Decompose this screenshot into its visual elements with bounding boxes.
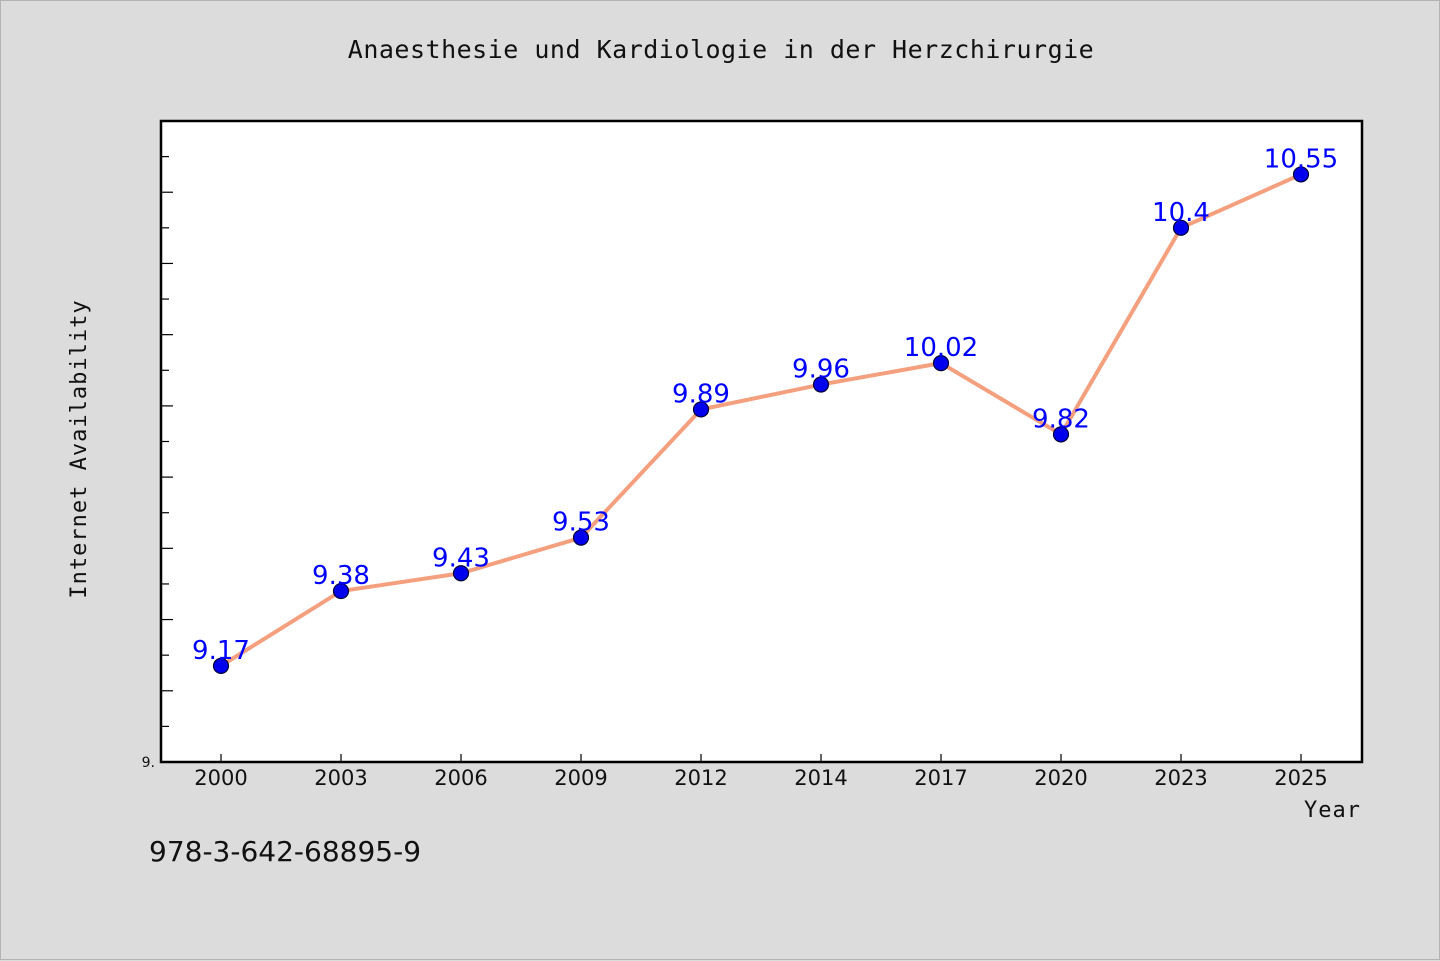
data-point (692, 401, 710, 418)
series-line (219, 172, 1303, 668)
data-point (812, 376, 830, 393)
y-axis-title: Internet Availability (67, 299, 92, 598)
data-point (1292, 166, 1310, 183)
x-tick-label: 2003 (314, 766, 367, 790)
data-label: 9.53 (552, 508, 610, 538)
data-label: 9.89 (672, 379, 730, 409)
data-point (1172, 219, 1190, 236)
data-point (212, 657, 230, 674)
series-layer: 9.17 9.38 9.43 9.53 9.89 9.96 10.02 9.82 10.4 10.… (192, 144, 1338, 674)
data-label: 9.82 (1032, 404, 1090, 434)
x-tick-label: 2020 (1034, 766, 1087, 790)
data-label: 10.02 (904, 333, 978, 363)
plot-frame (159, 119, 1364, 764)
data-label: 9.96 (792, 355, 850, 385)
data-point (332, 582, 350, 600)
x-tick-label: 2012 (674, 766, 727, 790)
chart-title: Anaesthesie und Kardiologie in der Herzc… (347, 35, 1095, 64)
x-tick-label: 2014 (794, 766, 847, 790)
x-tick-label: 2000 (194, 766, 247, 790)
data-label: 10.4 (1152, 198, 1210, 228)
x-axis-title: Year (1304, 798, 1361, 823)
data-point (932, 355, 950, 372)
data-label: 9.38 (312, 561, 370, 591)
data-point (1052, 426, 1070, 443)
x-tick-label: 2025 (1274, 766, 1327, 790)
x-tick-label: 2017 (914, 766, 967, 790)
data-point (452, 565, 470, 582)
x-tick-label: 2006 (434, 766, 487, 790)
x-tick-label: 2023 (1154, 766, 1207, 790)
y-tick-label: 9. (142, 755, 155, 771)
data-label: 10.55 (1264, 144, 1338, 174)
data-label: 9.17 (192, 636, 250, 666)
plot-area (159, 119, 1364, 764)
data-point (572, 529, 590, 546)
y-axis: 9. (142, 156, 173, 771)
x-axis: 2000 2003 2006 2009 2012 2014 2017 2020 2023 2025 (194, 754, 1328, 790)
footer-code: 978-3-642-68895-9 (149, 835, 422, 868)
x-tick-label: 2009 (554, 766, 607, 790)
data-label: 9.43 (432, 543, 490, 573)
